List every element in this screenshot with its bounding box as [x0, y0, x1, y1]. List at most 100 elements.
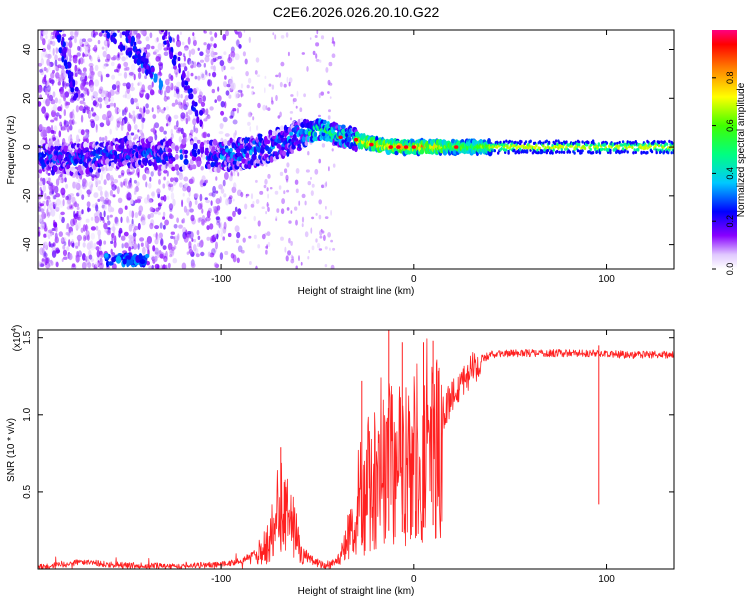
spectrogram-noise-cell [65, 183, 69, 189]
spectrogram-noise-cell [104, 197, 110, 205]
spectrogram-noise-cell [215, 241, 218, 250]
spectrogram-noise-cell [193, 244, 197, 252]
spectrogram-noise-cell [45, 230, 50, 238]
y-tick-label: -40 [22, 237, 33, 252]
spectrogram-noise-cell [168, 31, 171, 36]
spectrogram-noise-cell [162, 211, 166, 217]
spectrogram-noise-cell [48, 263, 52, 267]
spectrogram-noise-cell [138, 72, 142, 80]
spectrogram-noise-cell [138, 113, 143, 120]
snr-ylabel: SNR (10 * v/v) [6, 418, 17, 482]
spectrogram-noise-cell [88, 181, 94, 189]
spectrogram-noise-cell [206, 210, 211, 218]
spectrogram-noise-cell [97, 198, 101, 202]
spectrogram-noise-cell [74, 31, 79, 38]
spectrogram-noise-cell [310, 227, 313, 234]
spectrogram-noise-cell [83, 101, 86, 106]
colorbar-tick-label: 0.4 [725, 167, 735, 180]
spectrogram-noise-cell [304, 231, 309, 238]
spectrogram-noise-cell [140, 30, 146, 35]
spectrogram-noise-cell [130, 114, 133, 119]
spectrogram-noise-cell [91, 107, 94, 112]
spectrogram-ridge-cell [505, 139, 508, 143]
spectrogram-streak-cell [106, 31, 111, 39]
spectrogram-noise-cell [62, 80, 65, 88]
spectrogram-noise-cell [59, 174, 63, 177]
spectrogram-noise-cell [147, 52, 151, 58]
spectrogram-noise-cell [223, 221, 227, 230]
spectrogram-noise-cell [218, 222, 221, 228]
spectrogram-noise-cell [168, 182, 171, 191]
spectrogram-noise-cell [329, 96, 332, 99]
spectrogram-noise-cell [78, 93, 81, 99]
spectrogram-noise-cell [40, 67, 45, 76]
spectrogram-noise-cell [197, 235, 201, 240]
spectrogram-noise-cell [205, 71, 209, 77]
spectrogram-noise-cell [99, 136, 102, 142]
spectrogram-noise-cell [81, 38, 86, 42]
spectrogram-noise-cell [84, 40, 88, 46]
spectrogram-noise-cell [130, 236, 134, 243]
spectrogram-noise-cell [163, 169, 168, 174]
spectrogram-noise-cell [53, 221, 58, 228]
spectrogram-peak-cell [369, 142, 374, 147]
spectrogram-ridge-cell [183, 158, 189, 165]
spectrogram-noise-cell [96, 249, 101, 258]
spectrogram-noise-cell [103, 240, 107, 245]
spectrogram-noise-cell [72, 181, 76, 189]
spectrogram-noise-cell [106, 110, 112, 119]
spectrogram-noise-cell [219, 252, 224, 260]
spectrogram-noise-cell [82, 182, 86, 190]
spectrogram-noise-cell [264, 75, 267, 79]
spectrogram-noise-cell [42, 38, 46, 46]
spectrogram-noise-cell [89, 184, 93, 193]
spectrogram-noise-cell [160, 264, 164, 269]
spectrogram-ridge-cell [667, 151, 670, 155]
spectrogram-noise-cell [208, 192, 214, 197]
spectrogram-noise-cell [325, 181, 328, 187]
spectrogram-noise-cell [70, 231, 74, 236]
spectrogram-noise-cell [324, 216, 329, 220]
spectrogram-noise-cell [39, 223, 45, 230]
spectrogram-noise-cell [65, 226, 69, 230]
spectrogram-streak-cell [112, 32, 117, 38]
spectrogram-noise-cell [284, 168, 288, 174]
spectrogram-noise-cell [62, 33, 67, 37]
spectrogram-noise-cell [116, 186, 120, 195]
spectrogram-noise-cell [104, 191, 109, 199]
spectrogram-noise-cell [38, 206, 43, 212]
spectrogram-noise-cell [162, 264, 166, 269]
spectrogram-ridge-cell [145, 157, 149, 164]
spectrogram-ridge-cell [315, 136, 319, 142]
spectrogram-noise-cell [327, 232, 331, 238]
spectrogram-noise-cell [139, 129, 143, 135]
spectrogram-noise-cell [222, 116, 228, 123]
spectrogram-noise-cell [68, 201, 71, 209]
spectrogram-noise-cell [67, 232, 71, 237]
spectrogram-noise-cell [90, 226, 96, 231]
spectrogram-noise-cell [50, 129, 55, 134]
spectrogram-blob-cell [126, 259, 130, 268]
spectrogram-ridge-cell [174, 164, 180, 171]
spectrogram-noise-cell [189, 208, 194, 213]
spectrogram-noise-cell [127, 123, 132, 132]
spectrogram-ridge-cell [506, 144, 509, 149]
spectrogram-ridge-cell [210, 161, 215, 168]
spectrogram-noise-cell [73, 210, 76, 218]
spectrogram-streak-cell [177, 56, 181, 62]
spectrogram-noise-cell [281, 198, 285, 205]
spectrogram-noise-cell [173, 88, 177, 96]
spectrogram-noise-cell [202, 182, 206, 187]
spectrogram-noise-cell [174, 99, 178, 105]
spectrogram-noise-cell [71, 263, 76, 268]
spectrogram-noise-cell [92, 100, 97, 107]
spectrogram-noise-cell [82, 224, 86, 232]
spectrogram-ridge-cell [500, 147, 503, 151]
spectrogram-noise-cell [84, 48, 89, 56]
spectrogram-noise-cell [187, 57, 192, 65]
spectrogram-noise-cell [213, 262, 218, 268]
spectrogram-streak-cell [142, 56, 146, 63]
spectrogram-noise-cell [330, 209, 332, 216]
spectrogram-noise-cell [267, 241, 271, 248]
spectrogram-noise-cell [38, 206, 41, 212]
